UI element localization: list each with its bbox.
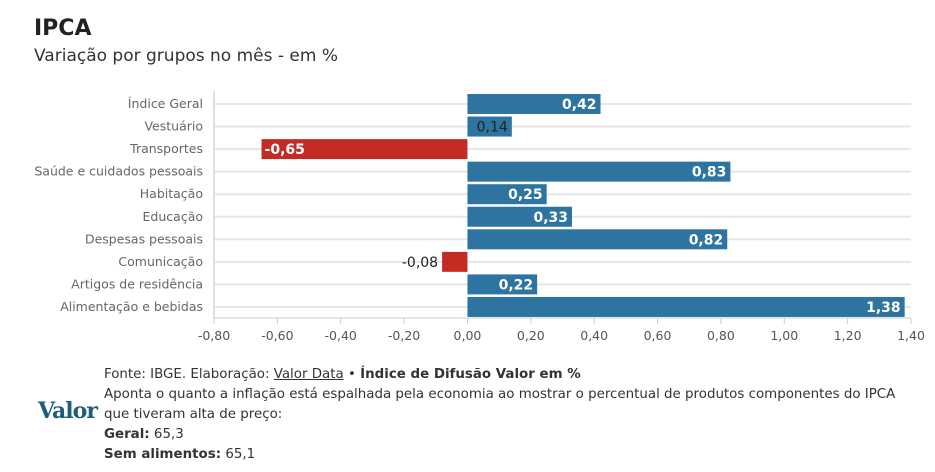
geral-label: Geral: <box>104 427 150 442</box>
sem-alimentos-label: Sem alimentos: <box>104 447 222 462</box>
category-label: Comunicação <box>118 254 203 269</box>
valor-logo: Valor <box>38 398 98 424</box>
bar <box>442 251 468 272</box>
chart-title: IPCA <box>34 16 92 41</box>
category-label: Despesas pessoais <box>85 231 203 246</box>
bar <box>261 139 468 160</box>
bar <box>467 229 728 250</box>
x-tick-label: -0,40 <box>325 328 357 343</box>
chart-subtitle: Variação por grupos no mês - em % <box>34 46 338 66</box>
category-label: Habitação <box>140 186 203 201</box>
bar <box>467 161 731 182</box>
x-tick-label: 0,20 <box>517 328 545 343</box>
data-label: 0,42 <box>562 97 597 113</box>
bar <box>467 206 573 227</box>
x-tick-label: 0,60 <box>644 328 672 343</box>
x-tick-label: 1,00 <box>770 328 798 343</box>
data-label: 0,22 <box>499 277 534 293</box>
valor-data-link[interactable]: Valor Data <box>273 367 344 382</box>
category-label: Vestuário <box>144 119 203 134</box>
x-tick-label: 1,40 <box>897 328 925 343</box>
description: Aponta o quanto a inflação está espalhad… <box>104 387 896 422</box>
bar <box>467 296 905 317</box>
bar <box>467 184 547 205</box>
x-tick-label: 0,00 <box>454 328 482 343</box>
x-tick-label: 0,40 <box>580 328 608 343</box>
x-tick-label: -0,80 <box>198 328 230 343</box>
bar <box>467 94 601 114</box>
x-tick-label: -0,20 <box>388 328 420 343</box>
data-label: 1,38 <box>866 300 901 316</box>
category-label: Educação <box>143 209 203 224</box>
footer: Fonte: IBGE. Elaboração: Valor Data • Ín… <box>104 365 924 465</box>
bar <box>467 274 538 295</box>
separator: • <box>343 367 361 382</box>
category-label: Saúde e cuidados pessoais <box>34 164 203 179</box>
category-label: Alimentação e bebidas <box>60 299 203 314</box>
x-tick-label: -0,60 <box>261 328 293 343</box>
data-label: -0,08 <box>402 255 438 271</box>
sem-alimentos-value: 65,1 <box>221 447 256 462</box>
bar <box>467 116 512 137</box>
category-label: Transportes <box>129 141 203 156</box>
index-title: Índice de Difusão Valor em % <box>360 367 581 382</box>
data-label: -0,65 <box>265 142 305 158</box>
data-label: 0,82 <box>689 232 724 248</box>
geral-value: 65,3 <box>149 427 184 442</box>
x-tick-label: 0,80 <box>707 328 735 343</box>
data-label: 0,14 <box>477 120 508 136</box>
bar-chart: Índice Geral Vestuário Transportes Saúde e … <box>34 91 925 343</box>
data-label: 0,25 <box>508 187 543 203</box>
x-tick-label: 1,20 <box>834 328 862 343</box>
data-label: 0,33 <box>533 210 568 226</box>
category-label: Índice Geral <box>128 96 203 111</box>
data-label: 0,83 <box>692 165 727 181</box>
source-text: Fonte: IBGE. Elaboração: <box>104 367 274 382</box>
category-label: Artigos de residência <box>71 276 203 291</box>
